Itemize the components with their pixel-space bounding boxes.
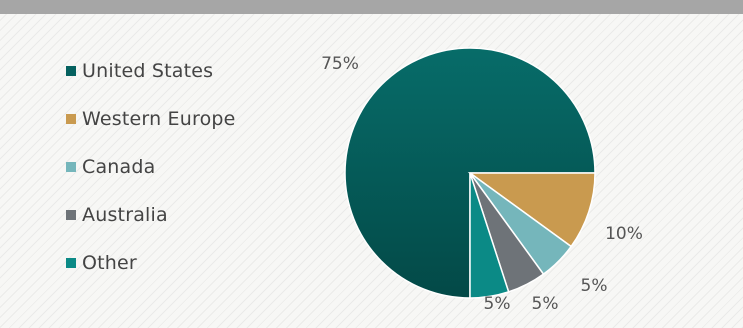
- top-divider-bar: [0, 0, 743, 14]
- data-label-western-europe: 10%: [605, 224, 643, 244]
- data-label-canada: 5%: [581, 276, 608, 296]
- legend-swatch-australia: [66, 210, 76, 220]
- legend-swatch-united-states: [66, 66, 76, 76]
- legend-item-other: Other: [66, 250, 137, 276]
- data-label-united-states: 75%: [321, 54, 359, 74]
- legend-swatch-other: [66, 258, 76, 268]
- pie-slice-other: [469, 172, 510, 299]
- pie-slice-western-europe: [467, 172, 596, 248]
- legend-swatch-western-europe: [66, 114, 76, 124]
- pie-slice-united-states: [344, 47, 596, 299]
- legend-label-other: Other: [82, 252, 137, 274]
- legend-label-canada: Canada: [82, 156, 156, 178]
- legend-item-canada: Canada: [66, 154, 156, 180]
- legend-item-western-europe: Western Europe: [66, 106, 236, 132]
- data-label-australia: 5%: [532, 294, 559, 314]
- legend-item-united-states: United States: [66, 58, 213, 84]
- legend-swatch-canada: [66, 162, 76, 172]
- legend-label-western-europe: Western Europe: [82, 108, 236, 130]
- legend-label-united-states: United States: [82, 60, 214, 82]
- legend-label-australia: Australia: [82, 204, 168, 226]
- legend-item-australia: Australia: [66, 202, 168, 228]
- data-label-other: 5%: [484, 294, 511, 314]
